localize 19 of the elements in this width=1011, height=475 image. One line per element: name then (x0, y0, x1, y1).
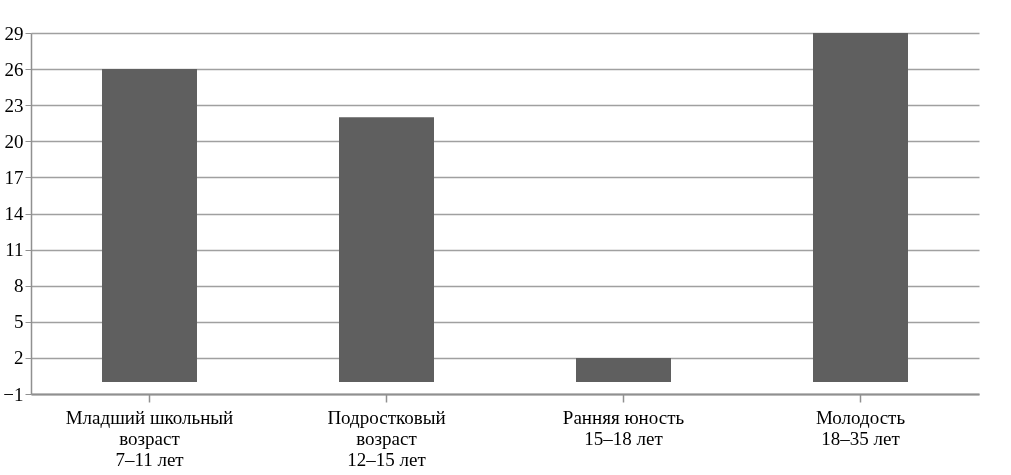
y-tick-label: 29 (4, 22, 24, 44)
x-tick-label: Подростковый возраст 12–15 лет (327, 406, 446, 470)
y-tick-label: 8 (14, 275, 24, 297)
y-tick-label: 17 (4, 166, 24, 188)
y-tick-label: 11 (5, 239, 24, 261)
y-tick-label: 14 (4, 203, 24, 224)
y-tick-label: 23 (4, 94, 24, 116)
bar (339, 117, 434, 382)
x-tick-label: Младший школьный возраст 7–11 лет (65, 406, 234, 470)
bar (813, 33, 908, 382)
x-tick-label: Молодость 18–35 лет (815, 406, 906, 449)
bar (576, 357, 671, 382)
y-tick-label: −1 (3, 383, 24, 405)
y-tick-label: 2 (14, 347, 24, 369)
x-tick-label: Ранняя юность 15–18 лет (562, 406, 685, 449)
y-tick-label: 20 (4, 130, 24, 152)
bar (102, 69, 197, 382)
y-tick-label: 5 (14, 311, 24, 333)
y-tick-label: 26 (4, 58, 24, 80)
